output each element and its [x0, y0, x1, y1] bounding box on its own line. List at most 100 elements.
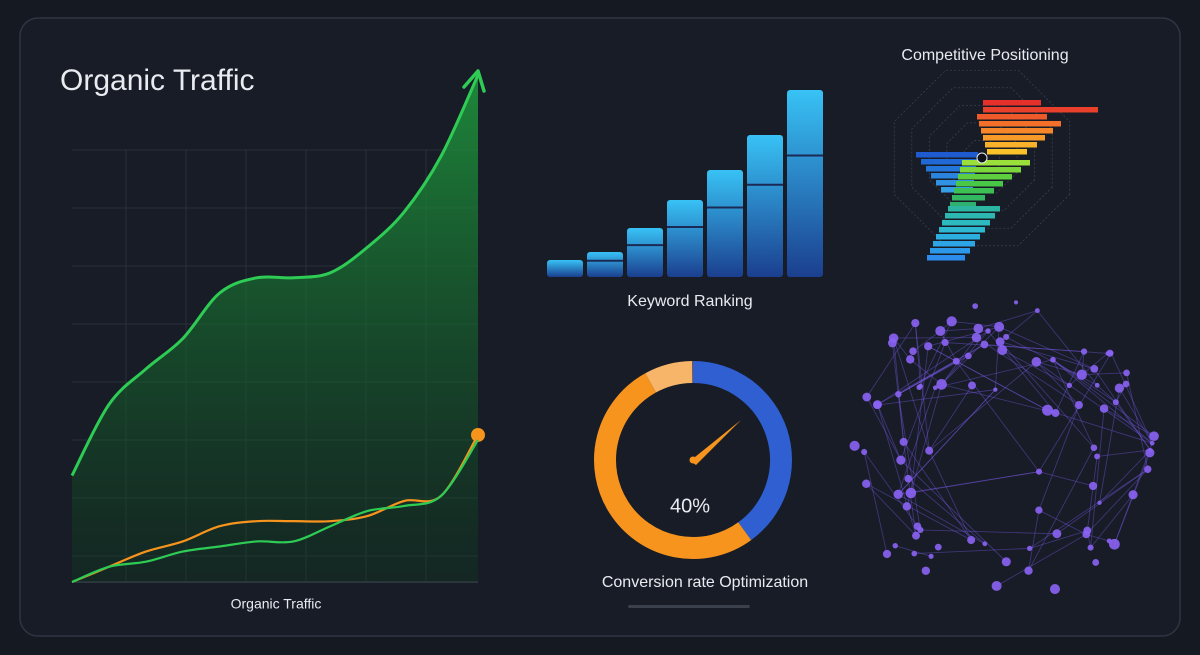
network-node: [994, 321, 1005, 332]
radial-bar: [954, 188, 994, 194]
network-edge: [1038, 352, 1112, 472]
network-edge: [906, 384, 943, 507]
network-edge: [1099, 449, 1151, 504]
network-edge: [1086, 456, 1098, 531]
radial-bar: [952, 195, 985, 201]
bar: [787, 90, 823, 277]
end-dot: [471, 427, 485, 442]
network-node: [936, 379, 947, 390]
network-node: [1105, 351, 1110, 356]
network-node: [911, 318, 920, 328]
network-edge: [897, 389, 996, 495]
network-edge: [1052, 359, 1095, 448]
radial-bar: [927, 255, 965, 261]
network-edge: [1036, 361, 1082, 376]
radial-bar: [985, 142, 1037, 148]
network-edge: [1086, 533, 1110, 542]
network-edge: [866, 483, 972, 541]
network-node: [861, 448, 868, 456]
network-edge: [1005, 310, 1038, 338]
network-node: [1013, 300, 1019, 305]
network-node: [1092, 559, 1100, 566]
network-node: [873, 400, 882, 409]
bar: [747, 135, 783, 277]
radar-center: [976, 152, 988, 164]
network-node: [1088, 481, 1098, 491]
radial-bar: [950, 202, 976, 208]
network-node: [1122, 380, 1130, 388]
network-node: [1145, 448, 1155, 458]
network-node: [997, 345, 1008, 356]
network-node: [902, 502, 912, 511]
network-edge: [1090, 494, 1134, 548]
network-node: [925, 446, 934, 455]
bar: [547, 260, 583, 277]
radial-bar: [916, 152, 978, 158]
line: [71, 434, 479, 584]
radial-bar: [945, 213, 995, 219]
network-node: [1052, 529, 1062, 539]
network-node: [862, 392, 872, 402]
network-node: [1049, 584, 1060, 595]
network-node: [1035, 506, 1043, 514]
network-node: [982, 541, 988, 547]
network-node: [968, 381, 976, 390]
radial-bar: [960, 167, 1021, 173]
network-edge: [928, 450, 972, 541]
network-edge: [939, 330, 957, 362]
network-node: [1099, 404, 1109, 413]
radial-bar: [930, 248, 970, 254]
network-edge: [976, 337, 1080, 406]
radial-bar: [931, 173, 975, 179]
network-edge: [1036, 361, 1153, 444]
needle-hub: [689, 456, 697, 464]
network-node: [946, 316, 957, 327]
bar: [627, 228, 663, 277]
network-node: [1128, 490, 1138, 500]
network-node: [887, 338, 897, 348]
network-node: [1087, 544, 1094, 551]
network-node: [1080, 348, 1088, 355]
network-node: [1026, 545, 1033, 552]
network-edge: [928, 385, 973, 451]
network-node: [985, 328, 991, 334]
network-edge: [912, 330, 941, 352]
network-node: [993, 387, 998, 392]
network-node: [973, 323, 984, 334]
network-node: [1109, 538, 1120, 550]
network-edge: [1056, 468, 1149, 535]
network-node: [1024, 566, 1033, 575]
network-edge: [914, 547, 1030, 555]
network-edge: [1047, 409, 1153, 444]
network-node: [1090, 444, 1098, 452]
network-node: [934, 543, 942, 551]
network-edge: [1096, 384, 1117, 403]
network-node: [918, 383, 923, 389]
network-node: [980, 340, 989, 349]
network-node: [965, 352, 972, 360]
network-node: [893, 489, 903, 500]
network-node: [905, 355, 915, 364]
gauge-rest-arc: [594, 373, 752, 559]
network-edge: [1090, 408, 1105, 548]
radial-bar: [956, 181, 1003, 187]
network-node: [1094, 382, 1100, 388]
network-edge: [927, 345, 1048, 411]
network-edge: [898, 360, 957, 395]
network-node: [892, 542, 898, 549]
network-edge: [897, 394, 921, 531]
network-edge: [1052, 359, 1117, 403]
network-node: [1114, 383, 1125, 393]
network-node: [1094, 453, 1101, 460]
bar: [667, 200, 703, 277]
network-edge: [903, 441, 909, 479]
line: [71, 439, 479, 584]
network-node: [1144, 465, 1152, 473]
network-node: [928, 553, 934, 559]
network-node: [882, 549, 892, 559]
network-edge: [897, 493, 986, 545]
network-edge: [909, 359, 942, 385]
network-edge: [1115, 383, 1127, 403]
bar: [707, 170, 743, 277]
